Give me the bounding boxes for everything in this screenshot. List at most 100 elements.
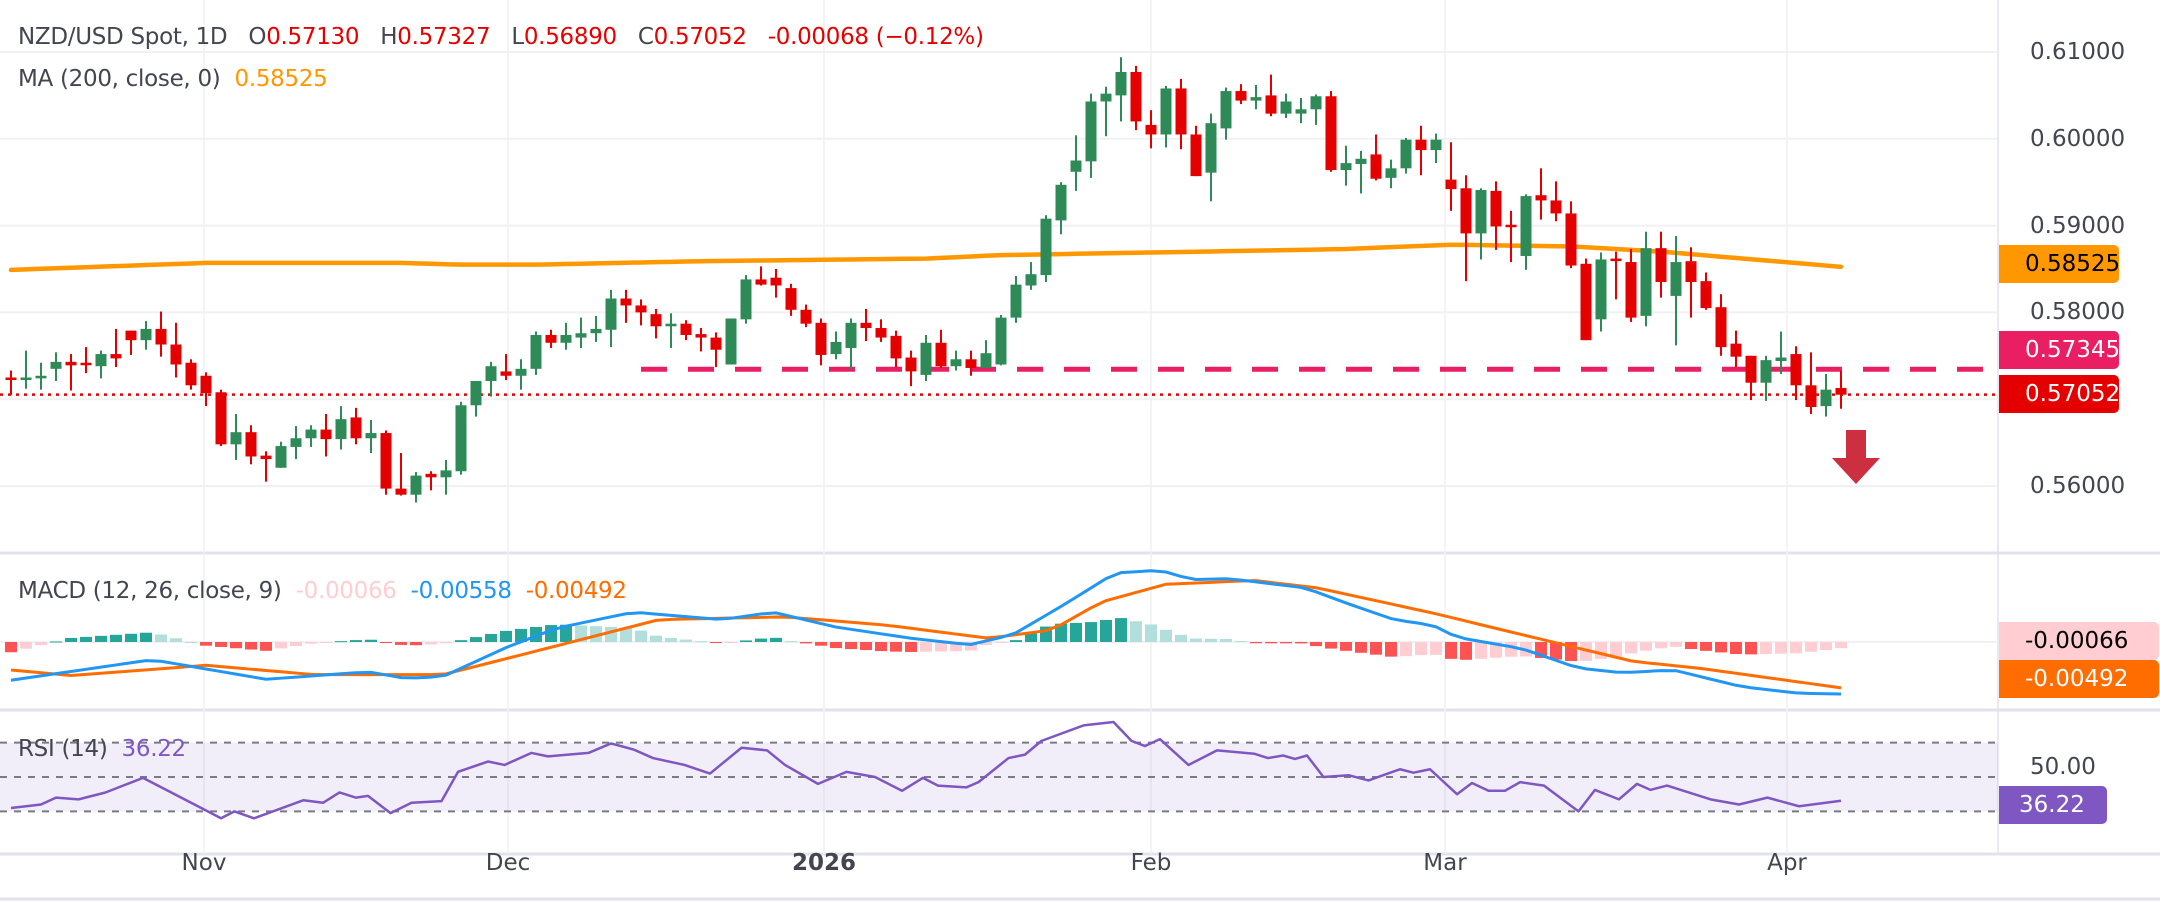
price-tick: 0.59000 — [2030, 213, 2126, 239]
candle-down — [110, 354, 122, 359]
macd-hist-bar-positive — [1145, 624, 1157, 642]
macd-legend: MACD (12, 26, close, 9) -0.00066 -0.0055… — [18, 578, 627, 604]
macd-hist-bar-negative — [1760, 642, 1772, 655]
down-arrow-icon — [1832, 430, 1880, 484]
macd-hist-bar-negative — [440, 642, 452, 644]
candle-down — [800, 309, 812, 324]
open-label: O — [248, 24, 267, 50]
open-value: 0.57130 — [266, 24, 360, 50]
macd-hist-tag: -0.00066 — [1999, 622, 2159, 660]
candle-down — [1835, 387, 1847, 395]
macd-hist-bar-negative — [1730, 642, 1742, 654]
macd-hist-bar-positive — [500, 630, 512, 642]
time-label-feb: Feb — [1130, 850, 1172, 876]
macd-hist-bar-negative — [1820, 642, 1832, 650]
candle-down — [1745, 355, 1757, 383]
candle-up — [455, 405, 467, 472]
candle-up — [1760, 360, 1772, 383]
close-value: 0.57052 — [653, 24, 747, 50]
candle-up — [515, 368, 527, 376]
candle-down — [1715, 307, 1727, 348]
candle-down — [890, 335, 902, 359]
candle-down — [935, 342, 947, 367]
ma-legend-value: 0.58525 — [234, 66, 328, 92]
macd-hist-bar-negative — [875, 642, 887, 652]
candle-down — [1175, 88, 1187, 135]
candle-down — [1235, 91, 1247, 101]
macd-hist-bar-positive — [125, 633, 137, 642]
candle-up — [845, 322, 857, 348]
macd-hist-bar-positive — [635, 630, 647, 642]
macd-hist-bar-positive — [1235, 641, 1247, 643]
candle-down — [785, 288, 797, 310]
candle-down — [1610, 258, 1622, 262]
candle-down — [350, 417, 362, 439]
candle-up — [1775, 357, 1787, 362]
candle-down — [395, 488, 407, 495]
macd-hist-bar-negative — [1400, 642, 1412, 657]
macd-hist-bar-positive — [140, 632, 152, 642]
price-tick: 0.61000 — [2030, 39, 2126, 65]
macd-hist-bar-positive — [1010, 640, 1022, 642]
candle-down — [545, 334, 557, 343]
macd-hist-bar-negative — [200, 642, 212, 646]
candle-down — [1190, 134, 1202, 177]
macd-hist-bar-negative — [215, 642, 227, 647]
macd-line — [10, 569, 1842, 696]
rsi-mid-tick: 50.00 — [2030, 754, 2096, 780]
macd-hist-bar-positive — [1160, 629, 1172, 642]
candle-up — [1475, 190, 1487, 234]
macd-hist-bar-negative — [305, 642, 317, 644]
candle-down — [1580, 263, 1592, 341]
candle-down — [875, 328, 887, 338]
macd-hist-bar-negative — [1325, 642, 1337, 649]
candle-up — [575, 333, 587, 338]
symbol-title: NZD/USD Spot, 1D — [18, 24, 228, 50]
candle-down — [185, 362, 197, 386]
candle-up — [1295, 109, 1307, 114]
candle-down — [1550, 200, 1562, 214]
macd-legend-macd: -0.00558 — [410, 578, 512, 604]
candle-down — [80, 362, 92, 366]
rsi-legend: RSI (14) 36.22 — [18, 736, 186, 762]
candle-down — [695, 334, 707, 338]
macd-hist-bar-negative — [1685, 642, 1697, 649]
macd-hist-bar-negative — [1280, 642, 1292, 644]
macd-hist-bar-negative — [995, 642, 1007, 643]
macd-hist-bar-negative — [425, 642, 437, 645]
last-price-tag: 0.57052 — [1999, 375, 2120, 413]
candle-up — [1115, 71, 1127, 96]
macd-hist-bar-positive — [365, 639, 377, 642]
change-value: -0.00068 (−0.12%) — [767, 24, 984, 50]
macd-hist-bar-negative — [710, 642, 722, 643]
macd-hist-bar-positive — [620, 627, 632, 642]
macd-hist-bar-positive — [170, 638, 182, 642]
candle-down — [320, 429, 332, 440]
macd-hist-bar-positive — [95, 635, 107, 642]
macd-hist-bar-positive — [1190, 638, 1202, 642]
macd-hist-bar-negative — [980, 642, 992, 646]
candle-down — [65, 361, 77, 366]
candle-down — [1415, 139, 1427, 151]
candle-up — [725, 318, 737, 365]
price-tick: 0.58000 — [2030, 299, 2126, 325]
candle-up — [1520, 196, 1532, 256]
candle-up — [995, 317, 1007, 365]
candle-down — [1790, 354, 1802, 386]
macd-hist-bar-negative — [1265, 642, 1277, 644]
candle-up — [230, 432, 242, 445]
candle-up — [830, 341, 842, 355]
candle-down — [245, 432, 257, 457]
candle-up — [1595, 259, 1607, 320]
candle-down — [170, 344, 182, 365]
high-value: 0.57327 — [397, 24, 491, 50]
macd-hist-bar-negative — [320, 642, 332, 643]
rsi-value-tag: 36.22 — [1999, 786, 2107, 824]
macd-hist-bar-positive — [455, 640, 467, 642]
macd-hist-bar-negative — [965, 642, 977, 651]
macd-hist-bar-negative — [1505, 642, 1517, 657]
macd-hist-bar-negative — [1415, 642, 1427, 656]
macd-hist-bar-negative — [410, 642, 422, 646]
candle-down — [500, 371, 512, 376]
